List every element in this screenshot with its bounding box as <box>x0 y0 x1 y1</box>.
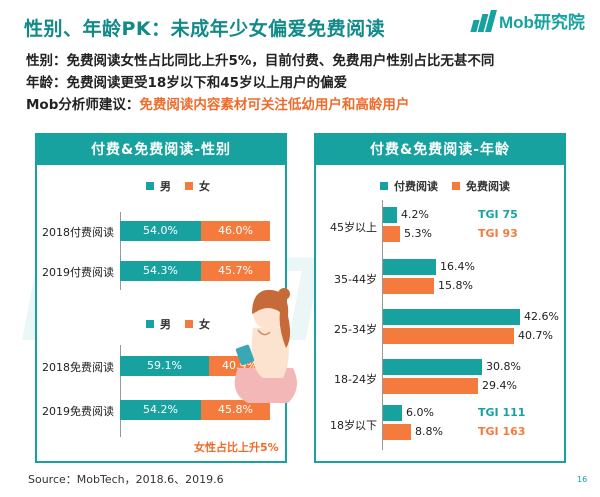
page-title: 性别、年龄PK：未成年少女偏爱免费阅读 <box>24 18 386 40</box>
age-value-label: 40.7% <box>518 329 553 342</box>
male-bar: 54.0% <box>120 221 201 241</box>
gender-finding: 性别：免费阅读女性占比同比上升5%，目前付费、免费用户性别占比无甚不同 <box>26 53 495 69</box>
age-value-label: 5.3% <box>404 227 432 240</box>
male-bar: 54.3% <box>120 261 201 281</box>
analyst-advice: Mob分析师建议：免费阅读内容素材可关注低幼用户和高龄用户 <box>26 94 494 116</box>
age-value-label: 42.6% <box>524 310 559 323</box>
paid-bar <box>383 405 402 421</box>
gender-legend-bottom: 男 女 <box>146 316 210 332</box>
age-legend: 付费阅读 免费阅读 <box>380 178 510 194</box>
legend-male-swatch-2 <box>146 320 154 328</box>
legend-female-swatch-2 <box>185 320 193 328</box>
reading-girl-illustration <box>234 288 297 403</box>
age-category-label: 35-44岁 <box>334 273 377 286</box>
legend-male-label: 男 <box>160 180 171 193</box>
tgi-annotation: TGI 93 <box>478 227 518 240</box>
age-panel: 付费&免费阅读-年龄 <box>314 133 566 463</box>
age-value-label: 30.8% <box>486 360 521 373</box>
gender-category-label: 2018付费阅读 <box>42 226 114 239</box>
gender-note: 女性占比上升5% <box>194 441 279 454</box>
gender-panel-heading: 付费&免费阅读-性别 <box>37 135 285 165</box>
age-axis <box>382 200 383 450</box>
free-bar <box>383 328 514 344</box>
female-bar: 45.8% <box>201 400 270 420</box>
age-panel-heading: 付费&免费阅读-年龄 <box>316 135 564 165</box>
legend-free-label: 免费阅读 <box>466 180 510 193</box>
gender-category-label: 2019付费阅读 <box>42 266 114 279</box>
mob-logo: Mob研究院 <box>470 8 585 33</box>
female-bar: 46.0% <box>201 221 270 241</box>
gender-category-label: 2019免费阅读 <box>42 405 114 418</box>
age-value-label: 8.8% <box>415 425 443 438</box>
logo-text: Mob研究院 <box>499 13 585 32</box>
tgi-annotation: TGI 111 <box>478 406 526 419</box>
page-number: 16 <box>577 475 588 484</box>
advice-prefix: Mob分析师建议： <box>26 97 140 113</box>
age-value-label: 15.8% <box>438 279 473 292</box>
legend-paid-label: 付费阅读 <box>394 180 438 193</box>
key-findings: 性别：免费阅读女性占比同比上升5%，目前付费、免费用户性别占比无甚不同 年龄：免… <box>26 50 494 116</box>
age-finding: 年龄：免费阅读更受18岁以下和45岁以上用户的偏爱 <box>26 75 348 91</box>
legend-free-swatch <box>452 182 460 190</box>
age-value-label: 4.2% <box>401 208 429 221</box>
gender-legend-top: 男 女 <box>146 178 210 194</box>
male-bar: 54.2% <box>120 400 201 420</box>
free-bar <box>383 424 411 440</box>
age-value-label: 16.4% <box>440 260 475 273</box>
mob-logo-icon <box>470 9 497 32</box>
legend-female-label: 女 <box>199 180 210 193</box>
free-bar <box>383 278 434 294</box>
legend-female-label-2: 女 <box>199 318 210 331</box>
female-bar: 45.7% <box>201 261 270 281</box>
legend-male-swatch <box>146 182 154 190</box>
age-category-label: 45岁以上 <box>330 221 377 234</box>
male-bar: 59.1% <box>120 356 209 376</box>
age-category-label: 18岁以下 <box>330 419 377 432</box>
age-category-label: 18-24岁 <box>334 373 377 386</box>
legend-male-label-2: 男 <box>160 318 171 331</box>
advice-text: 免费阅读内容素材可关注低幼用户和高龄用户 <box>139 97 410 113</box>
paid-bar <box>383 359 482 375</box>
free-bar <box>383 226 400 242</box>
gender-category-label: 2018免费阅读 <box>42 361 114 374</box>
paid-bar <box>383 207 397 223</box>
paid-bar <box>383 259 436 275</box>
age-category-label: 25-34岁 <box>334 323 377 336</box>
gender-axis-top <box>120 212 121 290</box>
tgi-annotation: TGI 163 <box>478 425 526 438</box>
tgi-annotation: TGI 75 <box>478 208 518 221</box>
gender-axis-bottom <box>120 345 121 437</box>
age-value-label: 6.0% <box>406 406 434 419</box>
legend-paid-swatch <box>380 182 388 190</box>
paid-bar <box>383 309 520 325</box>
source-note: Source：MobTech，2018.6、2019.6 <box>28 473 224 486</box>
legend-female-swatch <box>185 182 193 190</box>
age-value-label: 29.4% <box>482 379 517 392</box>
free-bar <box>383 378 478 394</box>
